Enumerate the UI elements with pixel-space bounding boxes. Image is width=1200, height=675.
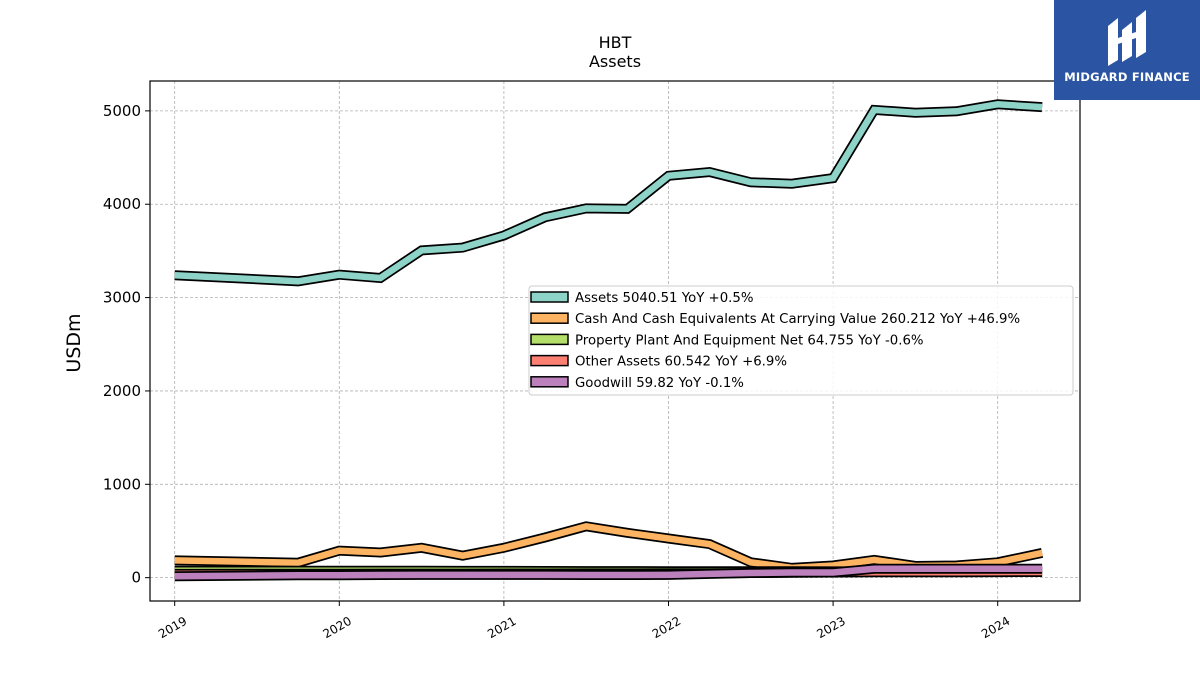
legend-label-assets: Assets 5040.51 YoY +0.5% — [575, 291, 753, 306]
legend-swatch-other-assets — [530, 354, 569, 367]
series-line-goodwill — [174, 565, 1043, 580]
legend-swatch-assets — [530, 291, 569, 303]
logo-text: MIDGARD FINANCE — [1064, 70, 1190, 84]
series-outline-assets — [174, 99, 1043, 287]
y-tick-label: 4000 — [103, 195, 141, 213]
x-tick-label: 2022 — [650, 614, 683, 641]
y-tick-label: 2000 — [103, 382, 141, 400]
legend: Assets 5040.51 YoY +0.5% Cash And Cash Eq… — [528, 285, 1074, 396]
legend-label-goodwill: Goodwill 59.82 YoY -0.1% — [575, 376, 744, 391]
x-tick-label: 2024 — [979, 614, 1012, 641]
y-tick-label: 3000 — [103, 289, 141, 307]
brand-logo: MIDGARD FINANCE — [1054, 0, 1200, 100]
series-layer — [174, 99, 1044, 582]
legend-label-other-assets: Other Assets 60.542 YoY +6.9% — [575, 355, 787, 370]
series-line-assets — [174, 101, 1043, 285]
y-tick-label: 1000 — [103, 475, 141, 493]
legend-label-property-plant-and-equipment-net: Property Plant And Equipment Net 64.755 … — [575, 333, 924, 348]
y-tick-label: 0 — [131, 569, 141, 587]
chart-title: HBT — [599, 33, 632, 52]
x-tick-label: 2019 — [156, 614, 189, 641]
chart-subtitle: Assets — [589, 52, 641, 71]
x-tick-label: 2020 — [321, 614, 354, 641]
y-tick-label: 5000 — [103, 102, 141, 120]
legend-swatch-cash-and-cash-equivalents-at-carrying-value — [530, 312, 569, 324]
x-tick-label: 2021 — [485, 614, 518, 641]
x-tick-label: 2023 — [814, 614, 847, 641]
logo-mark-icon — [1108, 10, 1146, 66]
y-axis-label: USDm — [63, 313, 85, 372]
legend-label-cash-and-cash-equivalents-at-carrying-value: Cash And Cash Equivalents At Carrying Va… — [575, 312, 1020, 327]
legend-box — [528, 285, 1074, 396]
plot-frame — [149, 80, 1081, 602]
legend-swatch-property-plant-and-equipment-net — [530, 333, 569, 346]
legend-swatch-goodwill — [530, 376, 569, 388]
